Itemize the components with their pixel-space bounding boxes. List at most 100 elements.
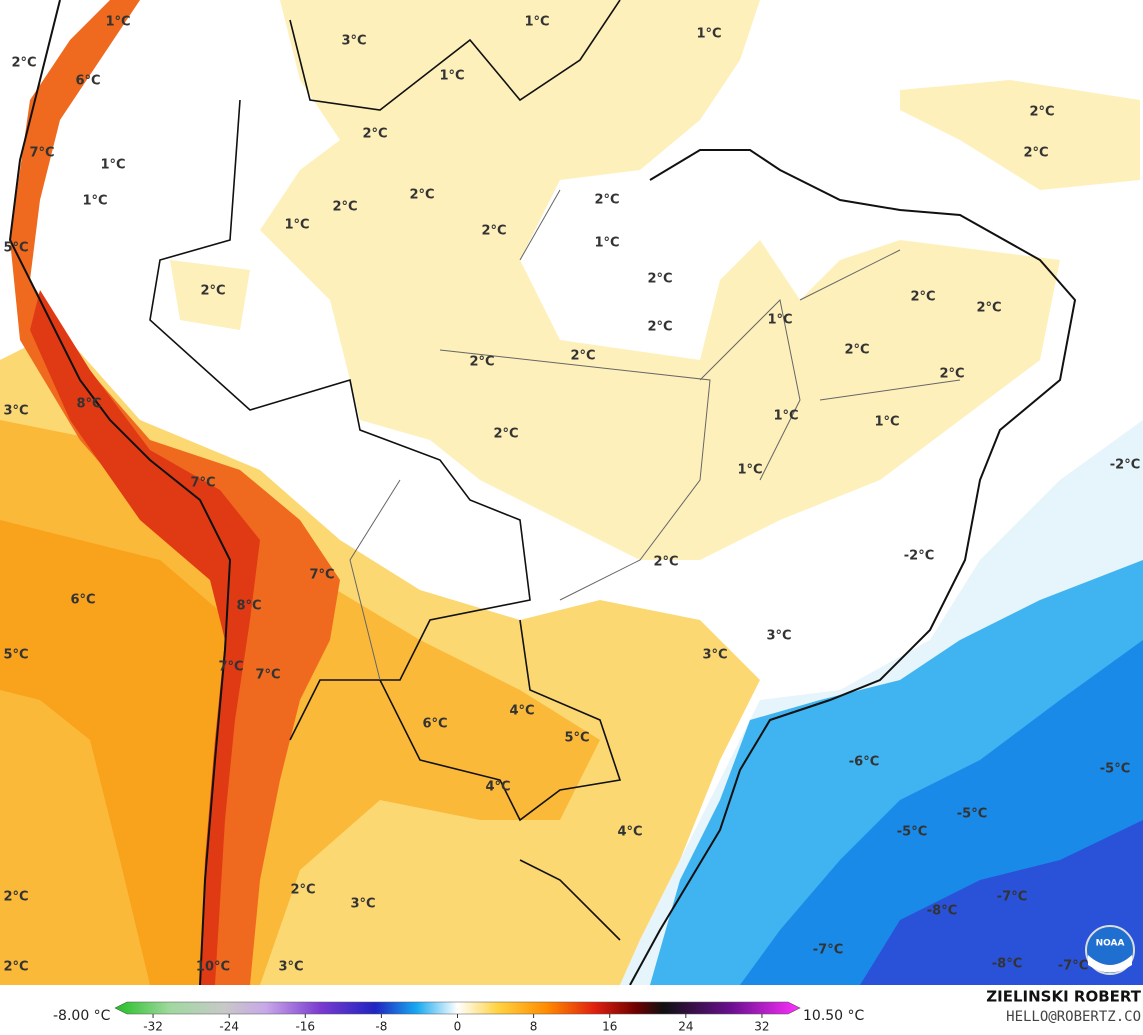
colorbar-tick-label: -32 [143, 1020, 163, 1034]
contact: HELLO@ROBERTZ.CO [1006, 1009, 1141, 1025]
temperature-label: 1°C [100, 158, 125, 173]
warm-area [170, 260, 250, 330]
warm-area [900, 80, 1140, 190]
temperature-label: -6°C [849, 755, 879, 770]
temperature-label: 2°C [493, 427, 518, 442]
temperature-label: 2°C [1023, 146, 1048, 161]
logo-text: NOAA [1096, 939, 1125, 949]
temperature-label: -8°C [927, 904, 957, 919]
temperature-label: 2°C [647, 320, 672, 335]
temperature-label: 2°C [1029, 105, 1054, 120]
temperature-label: -5°C [897, 825, 927, 840]
map [0, 0, 1143, 986]
colorbar-scale [114, 1001, 801, 1015]
colorbar-min: -8.00 °C [53, 1008, 111, 1024]
temperature-label: 7°C [190, 476, 215, 491]
temperature-label: 2°C [939, 367, 964, 382]
temperature-label: -5°C [1100, 762, 1130, 777]
colorbar-tick-label: 16 [602, 1020, 617, 1034]
temperature-label: 2°C [844, 343, 869, 358]
author: ZIELINSKI ROBERT [986, 988, 1141, 1006]
colorbar-max: 10.50 °C [803, 1008, 865, 1024]
temperature-label: 3°C [350, 897, 375, 912]
temperature-label: 2°C [11, 56, 36, 71]
temperature-label: 1°C [767, 313, 792, 328]
temperature-label: 1°C [874, 415, 899, 430]
temperature-label: 2°C [409, 188, 434, 203]
colorbar-tick-label: 0 [454, 1020, 462, 1034]
state-border [349, 189, 961, 681]
temperature-label: -7°C [997, 890, 1027, 905]
temperature-label: 6°C [70, 593, 95, 608]
noaa-logo: NOAA [1085, 925, 1135, 975]
colorbar-tick-label: 24 [678, 1020, 693, 1034]
temperature-label: 2°C [910, 290, 935, 305]
temperature-label: 4°C [617, 825, 642, 840]
temperature-label: 6°C [422, 717, 447, 732]
colorbar-tick-label: 32 [754, 1020, 769, 1034]
temperature-label: 6°C [75, 74, 100, 89]
temperature-label: -7°C [1058, 959, 1088, 974]
temperature-label: 4°C [485, 780, 510, 795]
temperature-label: 5°C [3, 648, 28, 663]
temperature-label: 2°C [481, 224, 506, 239]
temperature-label: 1°C [105, 15, 130, 30]
colorbar-tick-label: 8 [530, 1020, 538, 1034]
warm-area [30, 290, 260, 985]
temperature-label: 1°C [439, 69, 464, 84]
temperature-label: 1°C [284, 218, 309, 233]
temperature-label: 3°C [702, 648, 727, 663]
temperature-label: 1°C [773, 409, 798, 424]
colorbar: -8.00 °C 10.50 °C -32 -24 -16 -8 0 8 16 24 32 [53, 1001, 865, 1034]
temperature-label: 2°C [653, 555, 678, 570]
temperature-label: 3°C [766, 629, 791, 644]
colorbar-tick-label: -16 [295, 1020, 315, 1034]
colorbar-tick-label: -8 [375, 1020, 387, 1034]
temperature-label: 2°C [647, 272, 672, 287]
temperature-label: 1°C [524, 15, 549, 30]
temperature-label: 10°C [196, 960, 230, 975]
temperature-label: 1°C [82, 194, 107, 209]
logo-circle [1085, 925, 1135, 975]
coastline [8, 0, 232, 986]
cold-area [860, 820, 1143, 985]
country-border [149, 0, 622, 941]
warm-area [260, 0, 1060, 560]
temperature-label: 2°C [200, 284, 225, 299]
temperature-label: -5°C [957, 807, 987, 822]
temperature-label: 3°C [3, 404, 28, 419]
temperature-label: 5°C [3, 241, 28, 256]
temperature-label: 5°C [564, 731, 589, 746]
coastline [629, 149, 1077, 986]
temperature-label: 7°C [255, 668, 280, 683]
temperature-label: 2°C [570, 349, 595, 364]
logo-wave [1088, 955, 1132, 973]
temperature-label: 1°C [594, 236, 619, 251]
temperature-label: -8°C [992, 957, 1022, 972]
temperature-label: 8°C [236, 599, 261, 614]
temperature-label: 2°C [290, 883, 315, 898]
temperature-label: 2°C [976, 301, 1001, 316]
temperature-label: 2°C [3, 890, 28, 905]
temperature-label: 2°C [469, 355, 494, 370]
temperature-label: 8°C [76, 397, 101, 412]
temperature-label: 7°C [309, 568, 334, 583]
temperature-label: 7°C [29, 146, 54, 161]
temperature-label: 1°C [696, 27, 721, 42]
temperature-label: 2°C [362, 127, 387, 142]
temperature-label: -2°C [1110, 458, 1140, 473]
temperature-label: 7°C [218, 660, 243, 675]
temperature-label: 2°C [332, 200, 357, 215]
temperature-label: 1°C [737, 463, 762, 478]
temperature-label: 2°C [3, 960, 28, 975]
temperature-label: -7°C [813, 943, 843, 958]
colorbar-tick-label: -24 [219, 1020, 239, 1034]
temperature-label: -2°C [904, 549, 934, 564]
map-labels: 1°C 3°C 1°C 1°C 2°C 6°C 1°C 2°C 2°C 2°C 7°C 1°C 1°C 2… [3, 15, 1140, 975]
temperature-label: 4°C [509, 704, 534, 719]
temperature-label: 3°C [341, 34, 366, 49]
temperature-label: 2°C [594, 193, 619, 208]
temperature-label: 3°C [278, 960, 303, 975]
